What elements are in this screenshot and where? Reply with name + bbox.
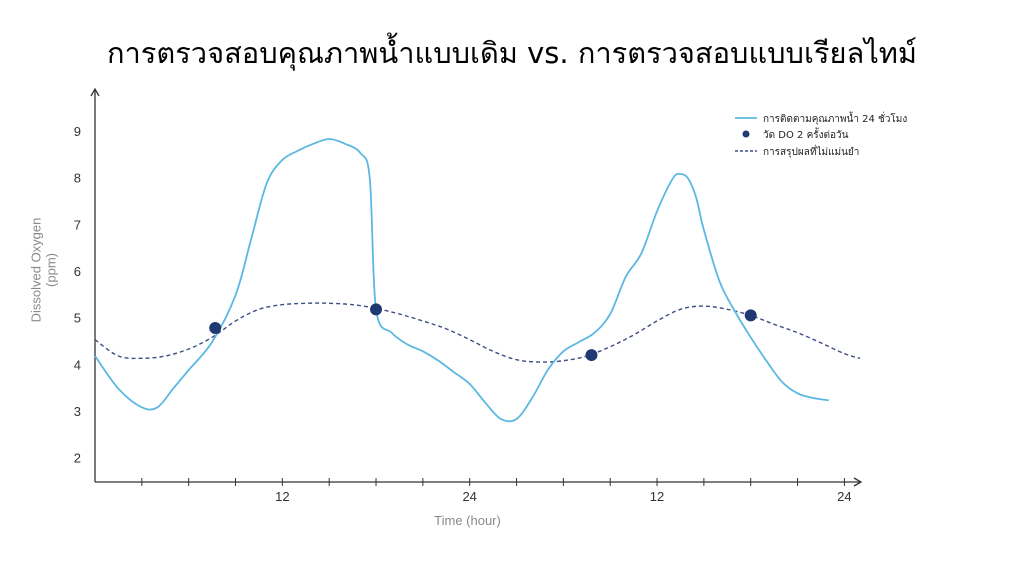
x-tick-label: 12 — [275, 489, 289, 504]
x-axis-title: Time (hour) — [434, 513, 501, 528]
x-tick-label: 24 — [462, 489, 476, 504]
y-axis-title-line: Dissolved Oxygen — [29, 218, 44, 323]
series-layer — [94, 138, 861, 423]
series-line-continuous — [94, 138, 829, 423]
y-tick-label: 9 — [74, 124, 81, 139]
x-axis-arrow — [853, 477, 863, 487]
axes: 12 24 12 24 2 3 4 5 6 7 8 9 Time (hour) Dissolved Oxy… — [29, 87, 863, 528]
y-axis-title-line: (ppm) — [44, 253, 59, 287]
y-tick-label: 4 — [74, 357, 81, 372]
y-tick-label: 8 — [74, 171, 81, 186]
chart-title: การตรวจสอบคุณภาพน้ำแบบเดิม vs. การตรวจสอ… — [106, 36, 918, 70]
y-tick-label: 6 — [74, 264, 81, 279]
y-axis-title: Dissolved Oxygen (ppm) — [29, 218, 59, 323]
legend-label-continuous: การติดตามคุณภาพน้ำ 24 ชั่วโมง — [763, 111, 907, 125]
y-tick-label: 3 — [74, 404, 81, 419]
series-line-inferred — [94, 302, 861, 363]
legend-swatch-daily — [742, 130, 750, 138]
y-tick-label: 7 — [74, 217, 81, 232]
data-point-daily — [585, 349, 598, 362]
x-tick-label: 12 — [650, 489, 664, 504]
data-point-daily — [744, 309, 757, 322]
legend-label-inferred: การสรุปผลที่ไม่แม่นยำ — [763, 144, 859, 158]
data-point-daily — [209, 322, 222, 334]
y-tick-label: 2 — [74, 451, 81, 466]
legend-label-daily: วัด DO 2 ครั้งต่อวัน — [763, 127, 849, 141]
y-tick-label: 5 — [74, 311, 81, 326]
data-point-daily — [370, 303, 383, 316]
y-axis-arrow — [90, 87, 100, 97]
x-tick-label: 24 — [837, 489, 851, 504]
